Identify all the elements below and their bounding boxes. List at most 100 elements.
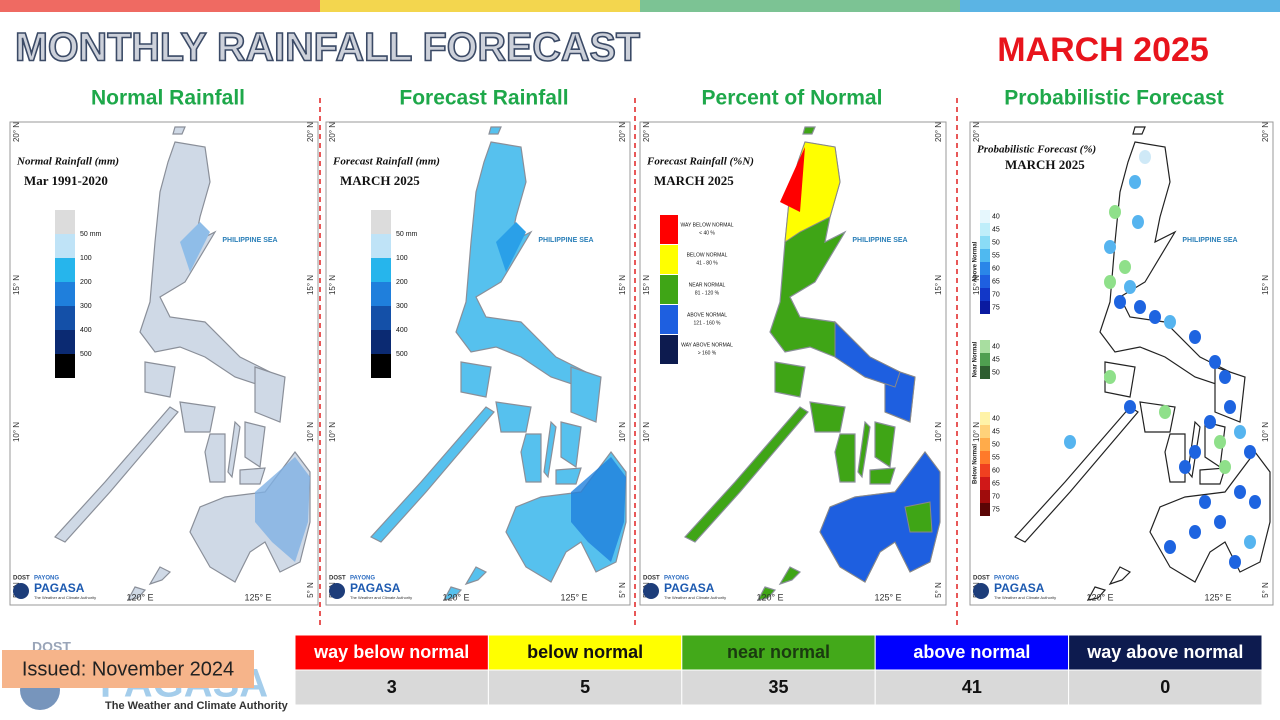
band-blue	[960, 0, 1280, 12]
issued-box	[2, 650, 254, 688]
lat-label: 5° N	[306, 582, 315, 598]
count: 35	[768, 677, 788, 697]
legend-swatch	[980, 412, 990, 425]
forecast-dot	[1249, 495, 1261, 509]
map-panel: PHILIPPINE SEA 20° N 20° N 15° N 15° N 10° N 1…	[9, 121, 319, 606]
lat-label: 10° N	[934, 422, 943, 442]
forecast-dot	[1124, 400, 1136, 414]
legend-label: 50 mm	[396, 231, 418, 238]
category-label: way below normal	[313, 642, 469, 662]
legend-tick: 45	[992, 428, 1000, 435]
count-cell	[487, 669, 683, 706]
forecast-dot	[1189, 525, 1201, 539]
lat-label: 10° N	[642, 422, 651, 442]
count: 5	[580, 677, 590, 697]
count-cell	[1068, 669, 1263, 706]
legend-tick: 45	[992, 356, 1000, 363]
legend-swatch	[55, 354, 75, 378]
lat-label: 20° N	[934, 122, 943, 142]
band-red	[0, 0, 320, 12]
logo-agency: DOST	[13, 576, 30, 582]
logo-line1: PAYONG	[350, 576, 375, 582]
count: 41	[962, 677, 982, 697]
legend-swatch	[371, 330, 391, 354]
legend-tick: 55	[992, 454, 1000, 461]
forecast-dot	[1199, 495, 1211, 509]
forecast-dot	[1229, 555, 1241, 569]
dividers	[319, 98, 958, 625]
lon-label: 125° E	[874, 592, 901, 602]
forecast-dot	[1104, 275, 1116, 289]
lat-label: 15° N	[1261, 275, 1270, 295]
legend-range: < 40 %	[699, 230, 715, 236]
forecast-dot	[1204, 415, 1216, 429]
legend-swatch	[371, 306, 391, 330]
legend-label: NEAR NORMAL	[689, 282, 726, 288]
forecast-dot	[1124, 280, 1136, 294]
legend-swatch	[55, 282, 75, 306]
count-cell	[874, 669, 1070, 706]
logo-tagline: The Weather and Climate Authority	[34, 595, 96, 600]
panel-title: Normal Rainfall	[91, 87, 245, 110]
forecast-dot	[1214, 435, 1226, 449]
legend-swatch	[980, 438, 990, 451]
logo-agency: DOST	[973, 576, 990, 582]
logo-emblem	[329, 583, 345, 599]
legend-tick: 60	[992, 467, 1000, 474]
lat-label: 15° N	[618, 275, 627, 295]
logo-agency: DOST	[329, 576, 346, 582]
category-header	[874, 634, 1070, 671]
legend-range: 121 - 160 %	[694, 320, 722, 326]
lat-label: 20° N	[1261, 122, 1270, 142]
forecast-dot	[1214, 515, 1226, 529]
forecast-dot	[1224, 400, 1236, 414]
map-panel: PHILIPPINE SEA 20° N 20° N 15° N 15° N 10° N 1…	[969, 121, 1274, 606]
lat-label: 5° N	[618, 582, 627, 598]
lat-label: 15° N	[12, 275, 21, 295]
lat-label: 5° N	[934, 582, 943, 598]
legend-label: 400	[396, 327, 408, 334]
lat-label: 10° N	[1261, 422, 1270, 442]
logo-emblem	[973, 583, 989, 599]
lat-label: 20° N	[328, 122, 337, 142]
legend-label: 200	[396, 279, 408, 286]
legend-tick: 45	[992, 226, 1000, 233]
lat-label: 20° N	[642, 122, 651, 142]
lat-label: 20° N	[618, 122, 627, 142]
legend-label: 300	[80, 303, 92, 310]
forecast-dot	[1119, 260, 1131, 274]
legend-tick: 50	[992, 369, 1000, 376]
forecast-dot	[1159, 405, 1171, 419]
legend-group: Near Normal	[973, 341, 979, 377]
legend-tick: 60	[992, 265, 1000, 272]
legend-swatch	[371, 258, 391, 282]
legend-subtitle: MARCH 2025	[340, 173, 420, 188]
legend-swatch	[660, 335, 678, 364]
forecast-dot	[1189, 445, 1201, 459]
legend-title: Normal Rainfall (mm)	[16, 156, 119, 168]
legend-swatch	[55, 234, 75, 258]
legend-label: ABOVE NORMAL	[687, 312, 727, 318]
legend-swatch	[660, 305, 678, 334]
logo-emblem	[643, 583, 659, 599]
legend-label: 50 mm	[80, 231, 102, 238]
legend-range: > 160 %	[698, 350, 717, 356]
forecast-dot	[1244, 445, 1256, 459]
sea-label: PHILIPPINE SEA	[222, 237, 277, 244]
legend-label: WAY ABOVE NORMAL	[681, 342, 733, 348]
legend-tick: 65	[992, 480, 1000, 487]
legend-subtitle: MARCH 2025	[1005, 157, 1085, 172]
issued: Issued: November 2024	[22, 658, 234, 680]
legend-title: Probabilistic Forecast (%)	[977, 144, 1096, 156]
category-label: below normal	[527, 642, 643, 662]
legend-label: 200	[80, 279, 92, 286]
legend-range: 81 - 120 %	[695, 290, 720, 296]
legend-swatch	[55, 210, 75, 234]
legend-swatch	[980, 301, 990, 314]
forecast-dot	[1164, 540, 1176, 554]
map-patch	[180, 222, 210, 272]
legend-swatch	[55, 306, 75, 330]
logo-line2: PAGASA	[994, 581, 1045, 595]
forecast-dot	[1129, 175, 1141, 189]
